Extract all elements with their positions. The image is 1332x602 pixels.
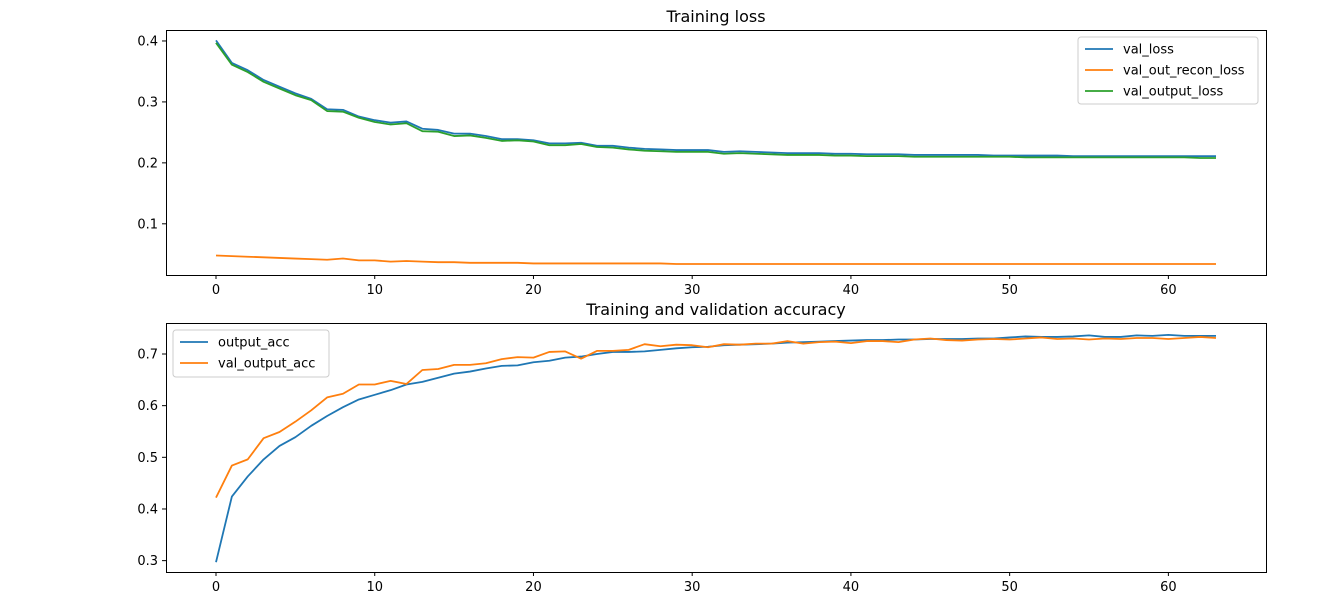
x-tick-label: 20 [525,580,542,595]
chart-panel-1: Training loss 0 10 20 30 40 50 60 0.1 0.2 0.3 0.4 va… [137,7,1267,298]
x-tick-label: 50 [1001,580,1018,595]
y-tick-label: 0.6 [137,399,158,414]
x-tick-label: 60 [1160,283,1177,298]
y-tick-label: 0.3 [137,554,158,569]
x-tick-label: 30 [684,283,701,298]
x-tick-label: 20 [525,283,542,298]
series-line-val_output_loss [215,42,1216,159]
y-tick-label: 0.4 [137,502,158,517]
y-tick-label: 0.1 [137,217,158,232]
x-tick-label: 0 [212,580,220,595]
legend-label: val_output_loss [1123,85,1223,100]
y-tick-label: 0.5 [137,451,158,466]
x-tick-label: 10 [366,283,383,298]
axes-frame [166,323,1267,573]
y-tick-label: 0.7 [137,347,158,362]
legend-box [1077,36,1259,105]
chart-panel-2: Training and validation accuracy 0 10 20 30 4… [137,300,1267,595]
y-tick-label: 0.2 [137,156,158,171]
legend-label: val_output_acc [218,357,315,372]
chart-title: Training and validation accuracy [585,300,845,319]
legend-box [172,329,330,378]
x-tick-label: 50 [1001,283,1018,298]
x-tick-label: 30 [684,580,701,595]
y-tick-label: 0.4 [137,34,158,49]
x-tick-label: 40 [843,580,860,595]
series-line-val_loss [215,39,1216,158]
chart-title: Training loss [665,7,765,26]
series-line-output_acc [215,333,1216,563]
axes-frame [166,30,1267,276]
legend-label: output_acc [218,336,290,351]
legend-label: val_out_recon_loss [1123,64,1245,79]
series-line-val_out_recon_loss [215,254,1216,265]
y-tick-label: 0.3 [137,95,158,110]
series-line-val_output_acc [215,336,1217,499]
x-tick-label: 0 [212,283,220,298]
legend: val_loss val_out_recon_loss val_output_los… [1077,36,1259,105]
x-tick-label: 40 [843,283,860,298]
x-tick-label: 10 [366,580,383,595]
legend: output_acc val_output_acc [172,329,330,378]
legend-label: val_loss [1123,43,1174,58]
x-tick-label: 60 [1160,580,1177,595]
